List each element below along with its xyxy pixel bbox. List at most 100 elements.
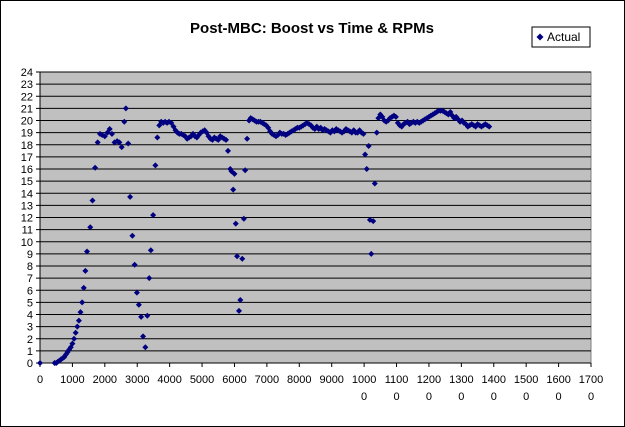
legend-box (531, 26, 591, 48)
data-point-23 (89, 197, 96, 204)
y-tick-label-20: 20 (21, 116, 33, 128)
x-tick-label-wrap-13000: 0 (458, 391, 464, 403)
data-point-28 (101, 133, 108, 140)
legend: Actual (531, 26, 591, 48)
x-tick-label-wrap-15000: 0 (523, 391, 529, 403)
data-point-160 (360, 130, 367, 137)
x-tick-label-1000: 1000 (60, 374, 84, 386)
y-tick-label-23: 23 (21, 79, 33, 91)
x-tick-label-0: 0 (37, 374, 43, 386)
x-tick-label-wrap-16000: 0 (556, 391, 562, 403)
legend-label: Actual (547, 30, 580, 44)
plot-area: 0123456789101112131415161718192021222324… (21, 67, 603, 403)
data-point-31 (108, 130, 115, 137)
y-tick-label-6: 6 (27, 285, 33, 297)
data-point-91 (230, 186, 237, 193)
x-tick-label-13000: 1300 (449, 374, 473, 386)
y-tick-label-19: 19 (21, 128, 33, 140)
data-point-51 (152, 162, 159, 169)
data-point-50 (150, 212, 157, 219)
x-tick-label-7000: 7000 (255, 374, 279, 386)
data-point-48 (146, 275, 153, 282)
data-point-35 (118, 144, 125, 151)
x-tick-label-wrap-11000: 0 (393, 391, 399, 403)
data-point-21 (83, 248, 90, 255)
data-point-178 (392, 113, 399, 120)
data-point-36 (121, 118, 128, 125)
y-tick-label-2: 2 (27, 334, 33, 346)
x-tick-label-6000: 6000 (222, 374, 246, 386)
y-tick-label-3: 3 (27, 322, 33, 334)
data-point-162 (363, 166, 370, 172)
data-point-47 (144, 312, 151, 319)
data-point-93 (232, 220, 239, 227)
x-tick-label-15000: 1500 (514, 374, 538, 386)
y-tick-label-21: 21 (21, 103, 33, 115)
legend-marker-diamond-icon (536, 33, 544, 41)
data-point-18 (79, 299, 86, 306)
x-tick-label-12000: 1200 (417, 374, 441, 386)
data-point-0 (37, 360, 43, 366)
data-point-37 (122, 105, 129, 112)
data-point-13 (71, 335, 78, 342)
data-point-92 (231, 170, 238, 177)
data-point-22 (87, 224, 94, 231)
y-tick-label-12: 12 (21, 213, 33, 225)
x-tick-label-wrap-12000: 0 (426, 391, 432, 403)
data-point-226 (486, 123, 493, 130)
data-point-87 (223, 136, 230, 143)
x-tick-label-11000: 1100 (385, 374, 409, 386)
y-tick-label-5: 5 (27, 297, 33, 309)
data-point-24 (92, 164, 99, 171)
data-point-17 (77, 309, 84, 316)
data-point-14 (72, 329, 79, 336)
series-actual-points (37, 105, 493, 366)
data-point-97 (239, 255, 246, 262)
data-point-99 (242, 167, 249, 174)
x-tick-label-14000: 1400 (482, 374, 506, 386)
data-point-133 (307, 122, 314, 129)
data-point-15 (74, 323, 81, 330)
data-point-45 (140, 333, 147, 340)
y-tick-label-13: 13 (21, 200, 33, 212)
data-point-19 (80, 284, 87, 291)
data-point-49 (147, 247, 154, 254)
data-point-16 (75, 317, 82, 324)
data-point-44 (138, 313, 145, 320)
data-point-110 (263, 122, 270, 129)
data-point-25 (94, 139, 101, 146)
y-tick-label-15: 15 (21, 176, 33, 188)
data-point-46 (142, 344, 149, 351)
x-tick-label-wrap-17000: 0 (588, 391, 594, 403)
y-tick-label-4: 4 (27, 310, 33, 322)
data-point-30 (106, 125, 113, 132)
data-point-221 (476, 122, 483, 129)
x-tick-label-4000: 4000 (157, 374, 181, 386)
y-tick-label-8: 8 (27, 261, 33, 273)
data-point-38 (125, 140, 132, 147)
x-tick-label-8000: 8000 (287, 374, 311, 386)
data-point-34 (116, 139, 123, 146)
y-tick-label-1: 1 (27, 346, 33, 358)
data-point-161 (362, 151, 369, 158)
y-tick-label-0: 0 (27, 358, 33, 370)
data-point-95 (236, 307, 243, 314)
data-point-42 (133, 289, 140, 296)
data-point-225 (484, 122, 491, 129)
data-point-167 (371, 180, 378, 187)
x-tick-label-17000: 1700 (579, 374, 603, 386)
data-point-88 (224, 147, 231, 154)
data-point-98 (240, 215, 247, 222)
data-point-168 (373, 129, 380, 136)
x-tick-label-2000: 2000 (93, 374, 117, 386)
data-point-20 (82, 267, 89, 274)
y-tick-label-22: 22 (21, 91, 33, 103)
data-point-165 (368, 250, 375, 257)
data-point-96 (237, 296, 244, 303)
data-point-39 (127, 193, 134, 200)
y-tick-label-17: 17 (21, 152, 33, 164)
y-tick-label-24: 24 (21, 67, 33, 79)
data-point-41 (131, 261, 138, 268)
